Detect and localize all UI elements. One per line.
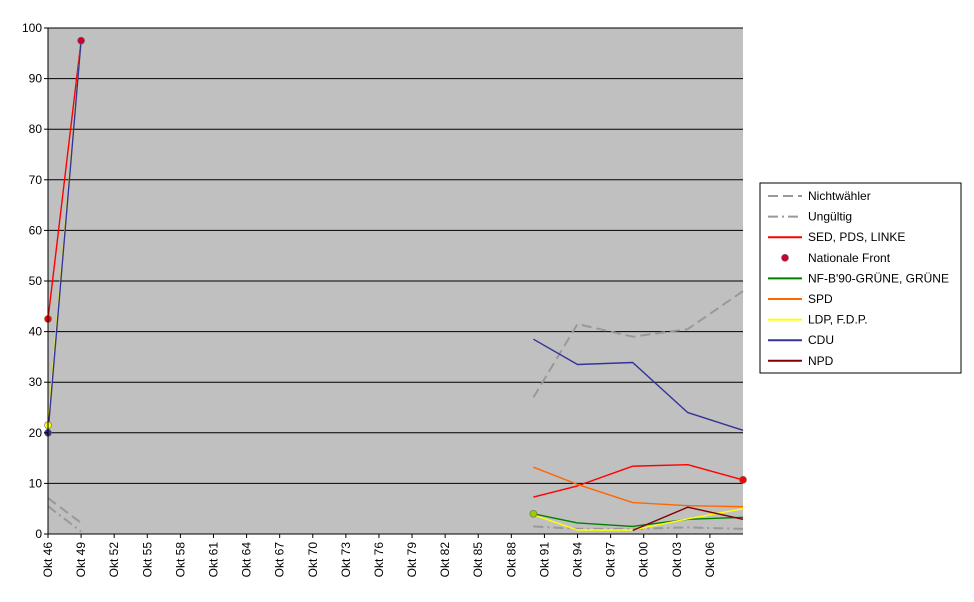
x-tick-label: Okt 91 [537,542,551,578]
legend-item: SPD [768,292,833,306]
y-tick-label: 60 [29,223,43,237]
series-line [632,506,744,532]
series-line [532,290,744,398]
legend-label: NF-B'90-GRÜNE, GRÜNE [808,271,949,285]
series-line [47,497,82,524]
x-tick-label: Okt 97 [604,542,618,578]
legend-item: Nationale Front [781,251,891,265]
x-tick-label: Okt 94 [571,542,585,578]
data-point [529,509,538,518]
y-tick-label: 90 [29,72,43,86]
legend-label: CDU [808,333,834,347]
x-tick-label: Okt 03 [670,542,684,578]
legend-label: SED, PDS, LINKE [808,230,905,244]
x-tick-label: Okt 85 [471,542,485,578]
x-tick-label: Okt 82 [438,542,452,578]
y-tick-label: 20 [29,426,43,440]
legend-label: SPD [808,292,833,306]
legend-label: NPD [808,354,834,368]
legend: Nichtwähler Ungültig SED, PDS, LINKE Nation… [759,182,962,374]
legend-item: CDU [768,333,834,347]
series-5 [533,466,744,508]
y-tick-label: 10 [29,476,43,490]
y-tick-label: 70 [29,173,43,187]
legend-item: SED, PDS, LINKE [768,230,905,244]
data-point [77,36,85,45]
series-line [533,513,744,528]
y-tick-label: 40 [29,325,43,339]
series-line [47,505,82,533]
legend-label: Nationale Front [808,251,891,265]
legend-label: Ungültig [808,210,852,224]
y-tick-label: 80 [29,122,43,136]
x-tick-label: Okt 70 [306,542,320,578]
legend-item: NF-B'90-GRÜNE, GRÜNE [768,271,949,285]
x-tick-label: Okt 55 [140,542,154,578]
x-tick-label: Okt 06 [703,542,717,578]
data-point [739,476,747,484]
series-line [533,464,744,498]
x-tick-label: Okt 67 [273,542,287,578]
series-7 [47,40,744,433]
series-line [533,466,744,508]
series-line [533,525,744,530]
x-tick-label: Okt 58 [173,542,187,578]
x-tick-label: Okt 52 [107,542,121,578]
y-tick-label: 50 [29,274,43,288]
series-line [47,40,82,320]
x-tick-label: Okt 00 [637,542,651,578]
legend-label: Nichtwähler [808,189,871,203]
y-tick-label: 100 [22,21,42,35]
legend-item: LDP, F.D.P. [768,313,868,327]
series-1 [47,505,744,533]
legend-label: LDP, F.D.P. [808,313,868,327]
x-tick-label: Okt 64 [240,542,254,578]
y-tick-label: 0 [35,527,42,541]
x-tick-label: Okt 88 [504,542,518,578]
legend-item: Ungültig [768,210,852,224]
x-tick-label: Okt 76 [372,542,386,578]
legend-swatch [781,253,789,262]
x-tick-label: Okt 73 [339,542,353,578]
series-line [47,40,82,433]
series-8 [632,506,744,532]
legend-item: Nichtwähler [768,189,871,203]
series-line [533,338,744,431]
series-4 [533,513,744,528]
series-0 [47,290,744,524]
x-tick-label: Okt 49 [74,542,88,578]
x-tick-label: Okt 79 [405,542,419,578]
y-tick-label: 30 [29,375,43,389]
x-tick-label: Okt 61 [206,542,220,578]
legend-item: NPD [768,354,834,368]
x-tick-label: Okt 46 [41,542,55,578]
series-2 [47,40,744,498]
